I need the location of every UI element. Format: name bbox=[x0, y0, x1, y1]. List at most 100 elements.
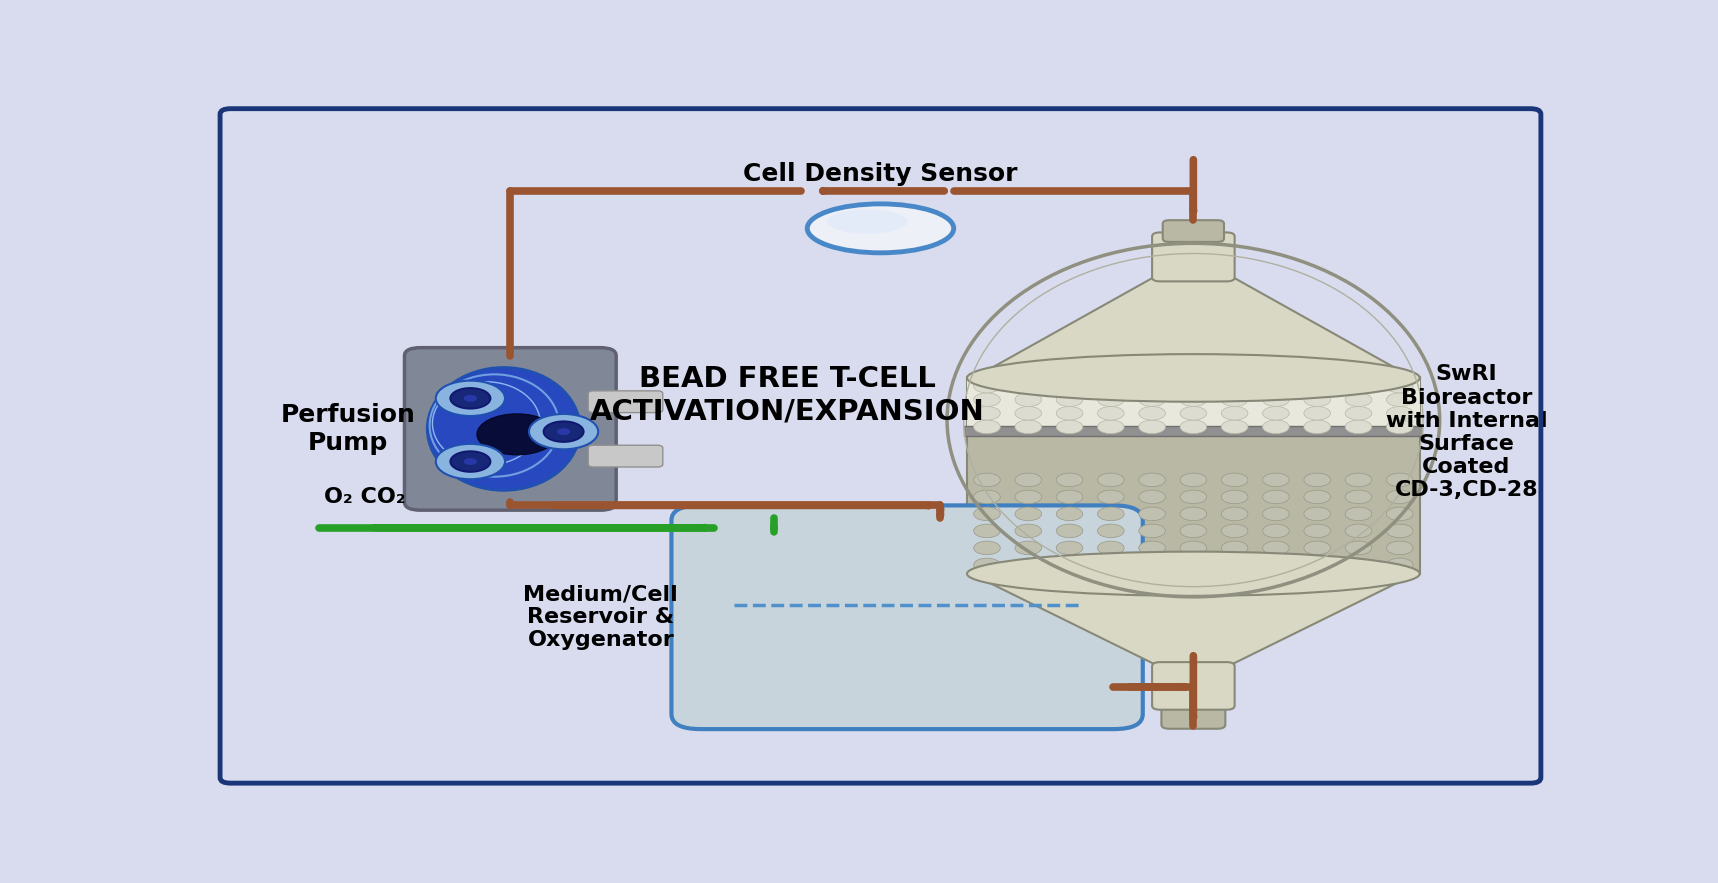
Circle shape bbox=[1345, 490, 1371, 503]
Circle shape bbox=[1263, 541, 1288, 555]
Circle shape bbox=[1304, 406, 1330, 420]
Circle shape bbox=[1015, 525, 1041, 538]
Circle shape bbox=[1015, 380, 1041, 393]
Circle shape bbox=[1098, 420, 1124, 434]
Circle shape bbox=[1221, 490, 1247, 503]
Circle shape bbox=[1139, 473, 1165, 487]
Circle shape bbox=[1345, 507, 1371, 521]
Circle shape bbox=[1180, 393, 1206, 406]
Circle shape bbox=[1180, 541, 1206, 555]
Circle shape bbox=[543, 421, 584, 442]
Circle shape bbox=[436, 381, 505, 416]
Circle shape bbox=[1015, 420, 1041, 434]
Circle shape bbox=[1057, 525, 1082, 538]
Circle shape bbox=[1345, 393, 1371, 406]
Circle shape bbox=[1015, 507, 1041, 521]
Circle shape bbox=[1345, 406, 1371, 420]
Circle shape bbox=[1221, 473, 1247, 487]
Ellipse shape bbox=[826, 209, 907, 234]
FancyBboxPatch shape bbox=[967, 376, 1419, 574]
Circle shape bbox=[1139, 525, 1165, 538]
Circle shape bbox=[1221, 393, 1247, 406]
Circle shape bbox=[1098, 541, 1124, 555]
Circle shape bbox=[1304, 507, 1330, 521]
Circle shape bbox=[974, 473, 1000, 487]
Text: O₂ CO₂: O₂ CO₂ bbox=[325, 487, 405, 508]
Circle shape bbox=[1386, 541, 1412, 555]
Circle shape bbox=[1304, 541, 1330, 555]
Circle shape bbox=[1139, 507, 1165, 521]
Circle shape bbox=[1386, 420, 1412, 434]
Circle shape bbox=[1386, 406, 1412, 420]
Text: Cell Density Sensor: Cell Density Sensor bbox=[744, 162, 1017, 186]
Circle shape bbox=[1345, 558, 1371, 571]
Circle shape bbox=[1221, 380, 1247, 393]
Circle shape bbox=[1139, 558, 1165, 571]
Circle shape bbox=[1221, 507, 1247, 521]
Text: BEAD FREE T-CELL
ACTIVATION/EXPANSION: BEAD FREE T-CELL ACTIVATION/EXPANSION bbox=[589, 365, 984, 425]
Circle shape bbox=[1015, 393, 1041, 406]
FancyBboxPatch shape bbox=[588, 391, 663, 412]
Circle shape bbox=[1098, 525, 1124, 538]
Circle shape bbox=[1057, 393, 1082, 406]
Circle shape bbox=[1057, 420, 1082, 434]
Circle shape bbox=[974, 420, 1000, 434]
Circle shape bbox=[1221, 420, 1247, 434]
Circle shape bbox=[1263, 558, 1288, 571]
Circle shape bbox=[974, 380, 1000, 393]
FancyBboxPatch shape bbox=[1153, 232, 1235, 282]
FancyBboxPatch shape bbox=[964, 426, 1423, 435]
Circle shape bbox=[1180, 473, 1206, 487]
Circle shape bbox=[478, 414, 557, 455]
Circle shape bbox=[1386, 507, 1412, 521]
Circle shape bbox=[450, 451, 490, 472]
Circle shape bbox=[1015, 490, 1041, 503]
Circle shape bbox=[974, 541, 1000, 555]
Polygon shape bbox=[974, 575, 1412, 667]
Ellipse shape bbox=[428, 367, 581, 490]
Circle shape bbox=[436, 444, 505, 479]
Circle shape bbox=[1221, 558, 1247, 571]
Circle shape bbox=[450, 389, 490, 409]
Circle shape bbox=[1386, 393, 1412, 406]
Circle shape bbox=[1221, 541, 1247, 555]
Text: Medium/Cell
Reservoir &
Oxygenator: Medium/Cell Reservoir & Oxygenator bbox=[524, 584, 679, 651]
Circle shape bbox=[974, 490, 1000, 503]
Circle shape bbox=[1263, 473, 1288, 487]
Ellipse shape bbox=[967, 354, 1419, 402]
Circle shape bbox=[1057, 507, 1082, 521]
Circle shape bbox=[1263, 525, 1288, 538]
Circle shape bbox=[464, 395, 478, 402]
Circle shape bbox=[1098, 507, 1124, 521]
FancyBboxPatch shape bbox=[672, 505, 1142, 729]
Polygon shape bbox=[974, 275, 1412, 378]
Circle shape bbox=[1304, 558, 1330, 571]
Circle shape bbox=[1263, 393, 1288, 406]
Circle shape bbox=[1304, 473, 1330, 487]
Circle shape bbox=[1180, 490, 1206, 503]
Circle shape bbox=[1180, 558, 1206, 571]
FancyBboxPatch shape bbox=[1153, 662, 1235, 710]
Circle shape bbox=[1098, 490, 1124, 503]
Circle shape bbox=[1221, 406, 1247, 420]
FancyBboxPatch shape bbox=[967, 376, 1419, 433]
Circle shape bbox=[974, 406, 1000, 420]
Circle shape bbox=[557, 428, 570, 435]
Circle shape bbox=[1386, 380, 1412, 393]
Circle shape bbox=[1139, 380, 1165, 393]
Circle shape bbox=[974, 507, 1000, 521]
Circle shape bbox=[1304, 420, 1330, 434]
Circle shape bbox=[1386, 558, 1412, 571]
Circle shape bbox=[1098, 473, 1124, 487]
Circle shape bbox=[1098, 393, 1124, 406]
Circle shape bbox=[1304, 380, 1330, 393]
Circle shape bbox=[1386, 525, 1412, 538]
Circle shape bbox=[974, 525, 1000, 538]
Circle shape bbox=[1098, 380, 1124, 393]
Circle shape bbox=[1304, 393, 1330, 406]
Circle shape bbox=[1015, 541, 1041, 555]
Circle shape bbox=[1304, 490, 1330, 503]
Circle shape bbox=[1304, 525, 1330, 538]
Circle shape bbox=[1386, 490, 1412, 503]
Circle shape bbox=[974, 558, 1000, 571]
